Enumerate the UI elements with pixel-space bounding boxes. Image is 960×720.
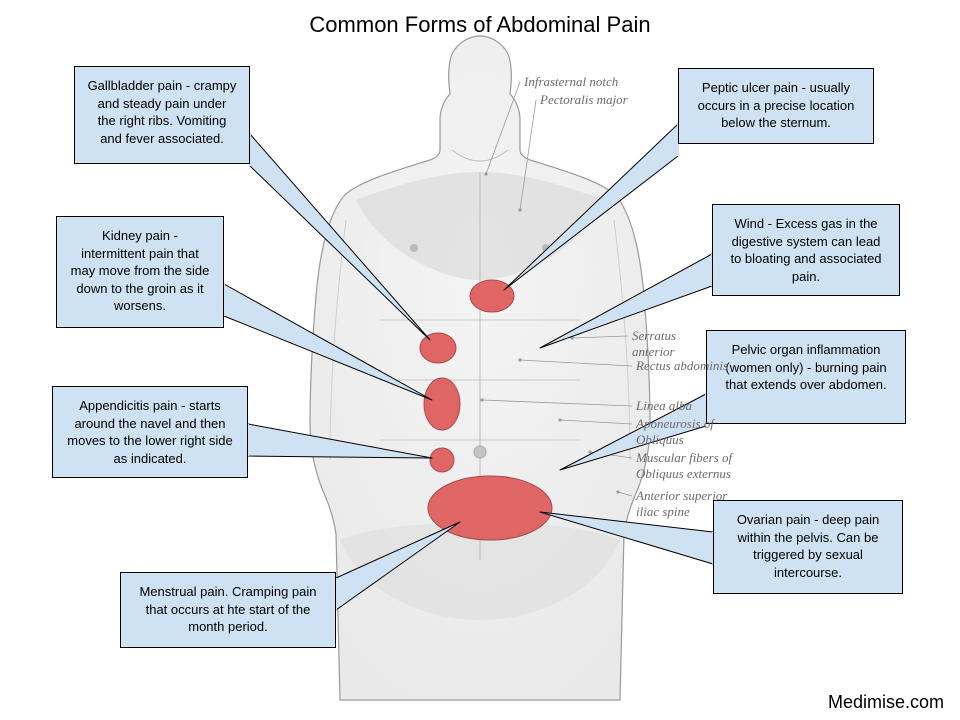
anat-label: Aponeurosis ofObliquus — [636, 416, 714, 448]
callout-wind: Wind - Excess gas in the digestive syste… — [712, 204, 900, 296]
callout-kidney: Kidney pain - intermittent pain that may… — [56, 216, 224, 328]
anat-label: Serratusanterior — [632, 328, 676, 360]
anat-label: Muscular fibers ofObliquus externus — [636, 450, 732, 482]
pain-marker-epigastric — [470, 280, 514, 312]
pain-marker-ruq — [420, 333, 456, 363]
attribution: Medimise.com — [828, 692, 944, 713]
callout-appendicitis: Appendicitis pain - starts around the na… — [52, 386, 248, 478]
anat-label: Linea alba — [636, 398, 692, 414]
page-title: Common Forms of Abdominal Pain — [0, 12, 960, 38]
callout-gallbladder: Gallbladder pain - crampy and steady pai… — [74, 66, 250, 164]
anat-label: Infrasternal notch — [524, 74, 618, 90]
pain-marker-pelvic — [428, 476, 552, 540]
pain-marker-rlq — [430, 448, 454, 472]
callout-peptic: Peptic ulcer pain - usually occurs in a … — [678, 68, 874, 144]
callout-ovarian: Ovarian pain - deep pain within the pelv… — [713, 500, 903, 594]
anat-label: Anterior superioriliac spine — [636, 488, 727, 520]
torso-figure — [310, 36, 650, 700]
anat-label: Rectus abdominis — [636, 358, 728, 374]
pain-marker-periumb — [424, 378, 460, 430]
callout-pelvic_inflam: Pelvic organ inflammation (women only) -… — [706, 330, 906, 424]
anat-label: Pectoralis major — [540, 92, 628, 108]
callout-menstrual: Menstrual pain. Cramping pain that occur… — [120, 572, 336, 648]
